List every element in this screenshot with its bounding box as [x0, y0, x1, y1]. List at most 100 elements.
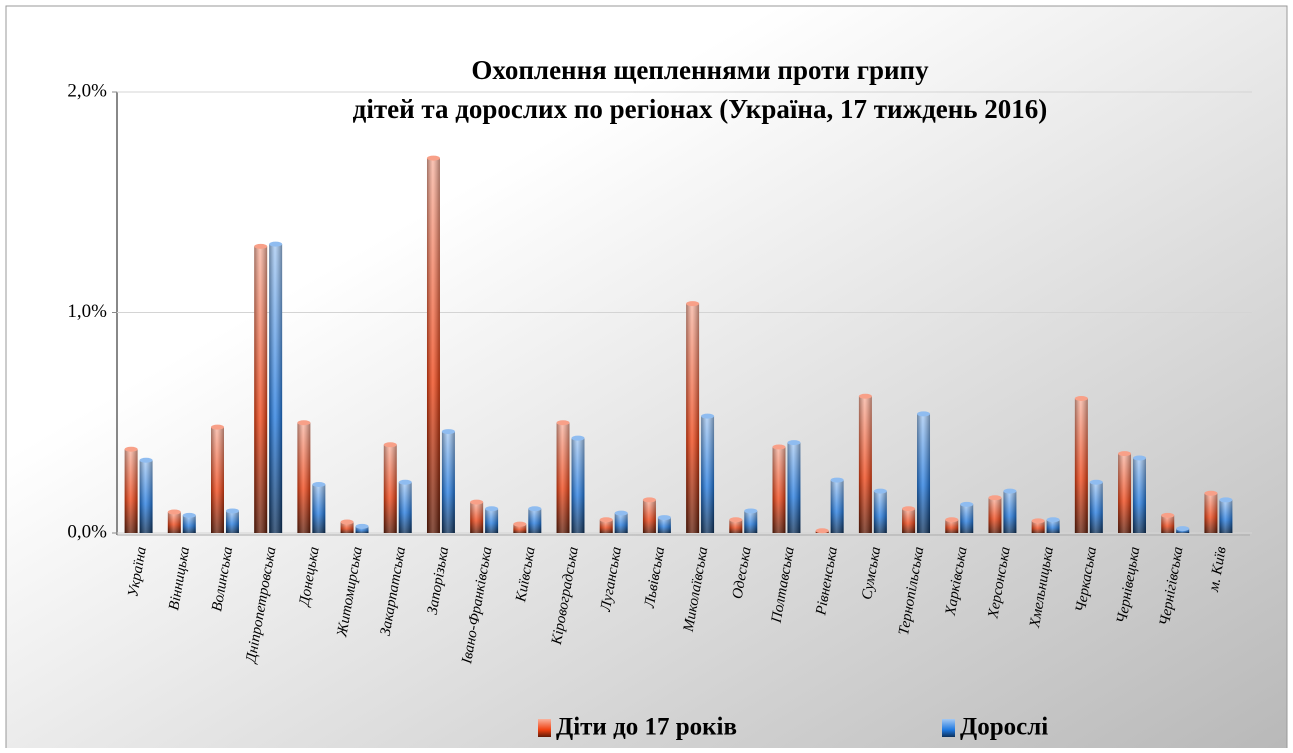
bar-shade — [1133, 458, 1146, 533]
bar-shade — [426, 158, 440, 533]
bar-cap — [873, 488, 887, 494]
bar-shade — [297, 422, 311, 533]
bar-cap — [614, 510, 628, 516]
bar-shade — [167, 512, 181, 533]
bar-shade — [614, 513, 628, 533]
y-tick-label: 2,0% — [67, 80, 107, 101]
bar-shade — [945, 519, 959, 533]
bar-cap — [960, 501, 974, 507]
y-tick-label: 0,0% — [67, 521, 107, 542]
bar-shade — [556, 422, 570, 533]
bar-shade — [960, 504, 974, 533]
bar-shade — [124, 449, 138, 533]
bar-cap — [1118, 451, 1132, 457]
legend-swatch — [538, 719, 551, 737]
bar-cap — [744, 508, 758, 514]
bar-cap — [642, 497, 656, 503]
bar-shade — [902, 508, 916, 533]
bar-cap — [297, 420, 311, 426]
bar-cap — [858, 393, 872, 399]
bar-cap — [340, 519, 354, 525]
bar-shade — [211, 427, 224, 533]
bar-shade — [686, 303, 700, 533]
bar-cap — [701, 413, 715, 419]
bar-cap — [312, 481, 326, 487]
bar-cap — [1031, 518, 1045, 524]
bar-cap — [902, 506, 916, 512]
bar-cap — [1204, 490, 1218, 496]
bar-cap — [917, 411, 931, 417]
bar-cap — [441, 429, 455, 435]
bar-cap — [167, 509, 181, 515]
bar-shade — [485, 508, 499, 533]
bar-shade — [917, 413, 931, 533]
bar-shade — [1161, 515, 1175, 533]
bar-shade — [1089, 482, 1103, 533]
bar-cap — [211, 424, 224, 430]
bar-cap — [513, 521, 527, 527]
bar-shade — [701, 416, 715, 533]
bar-cap — [571, 435, 585, 441]
chart-title: Охоплення щепленнями проти грипу — [471, 55, 929, 85]
bar-cap — [528, 506, 542, 512]
bar-cap — [729, 517, 743, 523]
bar-shade — [269, 244, 283, 533]
bar-cap — [269, 241, 283, 247]
bar-cap — [556, 420, 570, 426]
bar-shade — [744, 510, 758, 533]
bar-cap — [225, 508, 239, 514]
bar-shade — [1003, 491, 1017, 533]
bar-cap — [1074, 395, 1088, 401]
bar-cap — [787, 440, 801, 446]
bar-cap — [1219, 497, 1233, 503]
bar-shade — [1046, 519, 1060, 533]
bar-shade — [1031, 520, 1045, 533]
legend-swatch — [942, 719, 955, 737]
bar-cap — [830, 477, 844, 483]
bar-shade — [1118, 453, 1132, 533]
bar-shade — [312, 484, 326, 533]
bar-shade — [787, 442, 801, 533]
bar-shade — [772, 447, 786, 533]
bar-shade — [858, 396, 872, 533]
bar-cap — [686, 301, 700, 307]
bar-cap — [355, 523, 369, 529]
bar-cap — [254, 243, 268, 249]
bar-shade — [254, 246, 268, 533]
bar-shade — [340, 521, 354, 533]
bar-cap — [182, 512, 196, 518]
bar-shade — [571, 438, 585, 533]
bar-cap — [1176, 526, 1190, 532]
bar-cap — [599, 517, 613, 523]
bar-shade — [513, 524, 527, 533]
bar-shade — [1219, 499, 1233, 533]
bar-shade — [441, 431, 455, 533]
bar-cap — [124, 446, 138, 452]
bar-shade — [383, 444, 397, 533]
bar-cap — [945, 517, 959, 523]
bar-cap — [398, 479, 412, 485]
bar-shade — [528, 508, 542, 533]
bar-cap — [815, 528, 829, 534]
bar-cap — [383, 442, 397, 448]
x-tick-label: м. Київ — [1206, 545, 1230, 594]
bar-shade — [657, 517, 671, 533]
bar-shade — [873, 491, 887, 533]
bar-shade — [182, 515, 196, 533]
bar-shade — [988, 497, 1002, 533]
bar-cap — [139, 457, 153, 463]
bar-shade — [355, 526, 369, 533]
bar-cap — [988, 495, 1002, 501]
y-tick-label: 1,0% — [67, 301, 107, 322]
bar-cap — [470, 499, 484, 505]
bar-cap — [1003, 488, 1017, 494]
bar-shade — [599, 519, 613, 533]
bar-cap — [485, 506, 499, 512]
bar-shade — [470, 502, 484, 533]
bar-shade — [642, 499, 656, 533]
bar-cap — [657, 515, 671, 521]
bar-cap — [1133, 455, 1146, 461]
bar-cap — [426, 155, 440, 161]
legend-label: Діти до 17 років — [556, 714, 737, 741]
